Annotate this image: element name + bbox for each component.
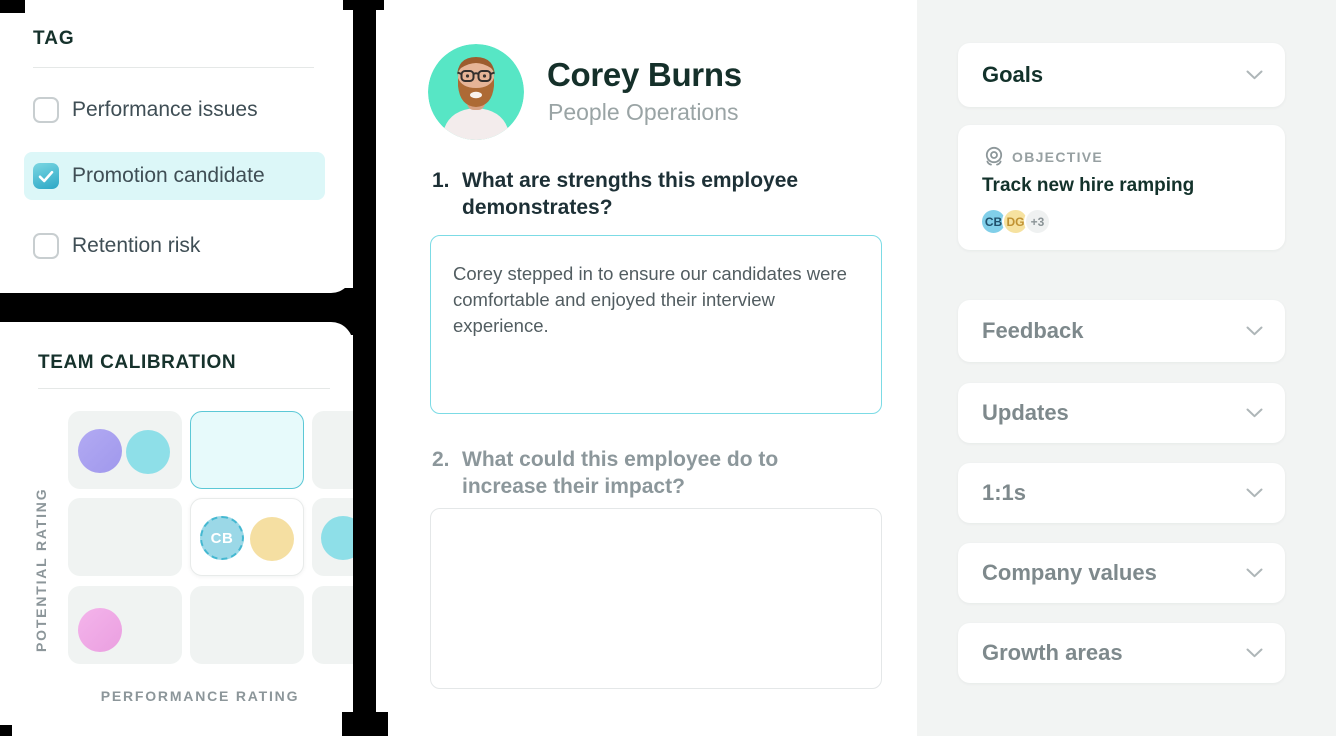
tag-option-retention-risk[interactable]: Retention risk <box>24 224 325 268</box>
black-vertical-bar <box>353 0 376 736</box>
calibration-avatar-cb[interactable]: CB <box>200 516 244 560</box>
avatar-cb[interactable]: CB <box>980 208 1007 235</box>
chevron-down-icon <box>1246 326 1263 336</box>
calibration-dot-teal[interactable] <box>126 430 170 474</box>
calibration-dot-teal[interactable] <box>321 516 353 560</box>
grid-cell-r3c3[interactable] <box>312 586 353 664</box>
accordion-updates[interactable]: Updates <box>958 383 1285 443</box>
team-calibration-card: TEAM CALIBRATION POTENTIAL RATING CB <box>0 322 353 736</box>
black-corner-tab-top-left <box>0 0 25 13</box>
objective-title: Track new hire ramping <box>982 175 1195 196</box>
question-2: 2. What could this employee do to increa… <box>432 446 852 500</box>
chevron-down-icon <box>1246 648 1263 658</box>
calibration-dot-purple[interactable] <box>78 429 122 473</box>
calibration-dot-yellow[interactable] <box>250 517 294 561</box>
tag-option-label: Performance issues <box>72 98 258 121</box>
employee-name: Corey Burns <box>547 56 742 93</box>
question-1: 1. What are strengths this employee demo… <box>432 167 852 221</box>
nine-box-grid: CB <box>68 411 353 664</box>
sidebar-panel: Goals OBJECTIVE Track new hire ramping C… <box>917 0 1336 736</box>
answer-textarea-2[interactable] <box>430 508 882 689</box>
black-bar-cap-top <box>343 0 384 10</box>
tag-option-performance-issues[interactable]: Performance issues <box>24 88 325 132</box>
chevron-down-icon <box>1246 568 1263 578</box>
tag-card: TAG Performance issues Promotion candida… <box>0 0 353 293</box>
objective-avatar-group: CB DG +3 <box>980 208 1051 235</box>
accordion-growth-areas[interactable]: Growth areas <box>958 623 1285 683</box>
accordion-company-values[interactable]: Company values <box>958 543 1285 603</box>
question-text: What are strengths this employee demonst… <box>462 169 799 219</box>
x-axis-label: PERFORMANCE RATING <box>100 688 300 704</box>
calibration-dot-pink[interactable] <box>78 608 122 652</box>
tag-option-label: Retention risk <box>72 234 201 257</box>
grid-cell-r3c1[interactable] <box>68 586 182 664</box>
checkbox-unchecked-icon[interactable] <box>33 97 59 123</box>
accordion-label: Growth areas <box>982 640 1123 665</box>
grid-cell-r2c3[interactable] <box>312 498 353 576</box>
tag-option-promotion-candidate[interactable]: Promotion candidate <box>24 152 325 200</box>
review-panel: Corey Burns People Operations 1. What ar… <box>376 0 917 736</box>
accordion-label: Company values <box>982 560 1157 585</box>
avatar-overflow-count[interactable]: +3 <box>1024 208 1051 235</box>
accordion-label: Feedback <box>982 318 1084 343</box>
objective-target-icon <box>983 145 1005 169</box>
answer-textarea-1[interactable]: Corey stepped in to ensure our candidate… <box>430 235 882 414</box>
question-number: 1. <box>432 169 450 192</box>
objective-card[interactable]: OBJECTIVE Track new hire ramping CB DG +… <box>958 125 1285 250</box>
employee-avatar <box>428 44 524 140</box>
y-axis-label: POTENTIAL RATING <box>33 487 49 653</box>
chevron-down-icon <box>1246 70 1263 80</box>
accordion-label: Updates <box>982 400 1069 425</box>
tag-title: TAG <box>33 28 75 49</box>
grid-cell-r1c2-highlighted[interactable] <box>190 411 304 489</box>
grid-cell-r1c1[interactable] <box>68 411 182 489</box>
objective-eyebrow: OBJECTIVE <box>1012 149 1104 165</box>
employee-role: People Operations <box>548 99 739 125</box>
checkbox-unchecked-icon[interactable] <box>33 233 59 259</box>
tag-option-label: Promotion candidate <box>72 164 265 187</box>
checkbox-checked-icon[interactable] <box>33 163 59 189</box>
chevron-down-icon <box>1246 408 1263 418</box>
accordion-feedback[interactable]: Feedback <box>958 300 1285 362</box>
grid-cell-r3c2[interactable] <box>190 586 304 664</box>
accordion-label: 1:1s <box>982 480 1027 505</box>
calibration-title: TEAM CALIBRATION <box>38 352 237 373</box>
divider <box>33 67 314 68</box>
accordion-one-on-ones[interactable]: 1:1s <box>958 463 1285 523</box>
black-bar-cap-bottom <box>342 712 388 736</box>
question-number: 2. <box>432 448 450 471</box>
grid-cell-r2c1[interactable] <box>68 498 182 576</box>
accordion-label: Goals <box>982 62 1044 87</box>
grid-cell-r2c2-active[interactable]: CB <box>190 498 304 576</box>
black-corner-tab-bottom-left <box>0 725 12 736</box>
question-text: What could this employee do to increase … <box>462 448 779 498</box>
accordion-goals[interactable]: Goals <box>958 43 1285 107</box>
grid-cell-r1c3[interactable] <box>312 411 353 489</box>
chevron-down-icon <box>1246 488 1263 498</box>
divider <box>38 388 330 389</box>
